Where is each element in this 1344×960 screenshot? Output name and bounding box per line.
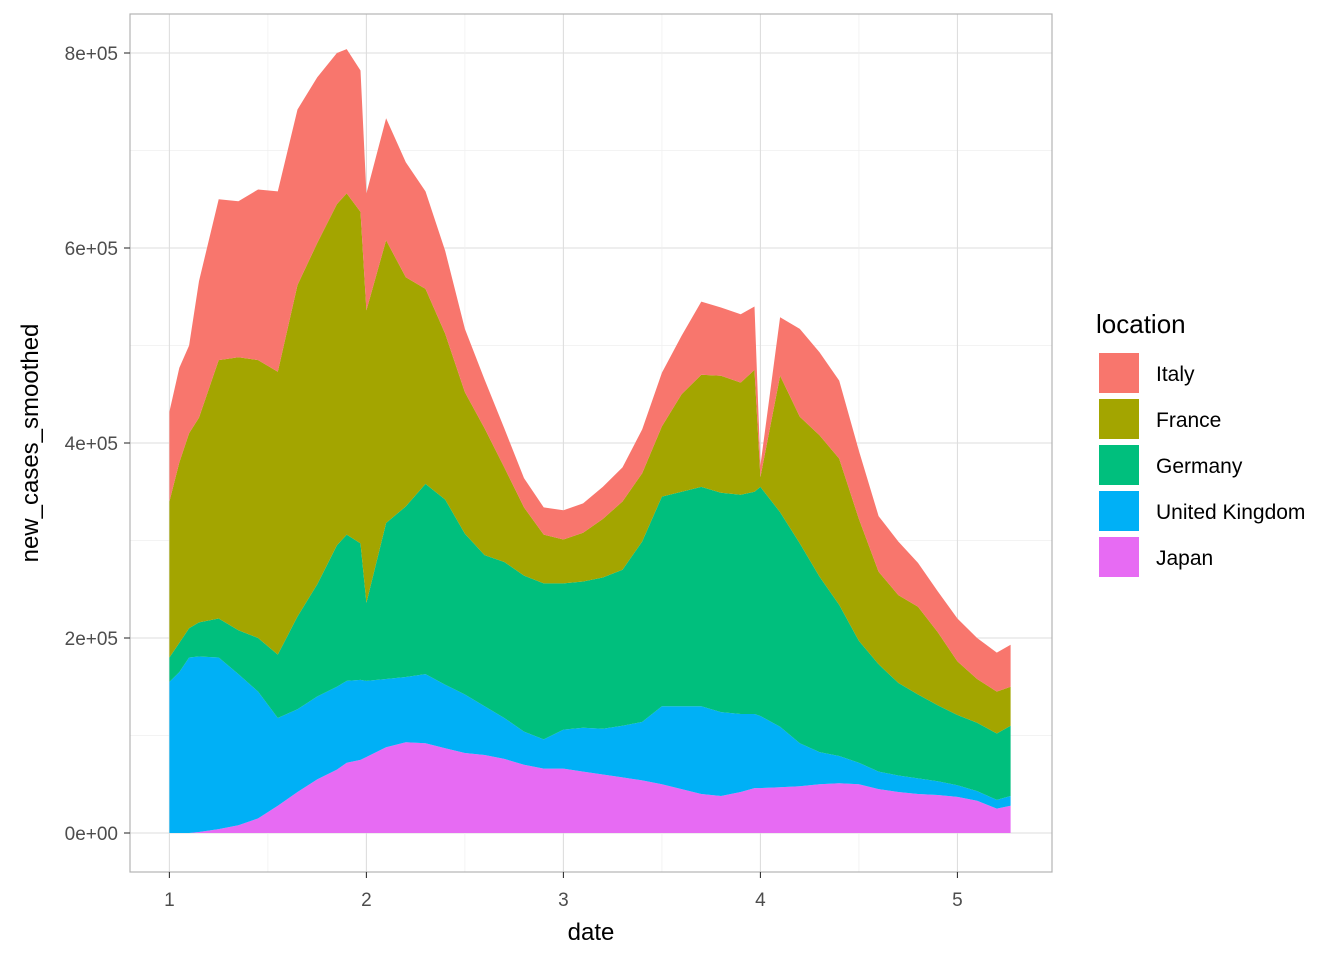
- x-tick-label: 3: [558, 890, 569, 911]
- y-tick-label: 2e+05: [65, 629, 118, 650]
- legend-swatch-france: [1099, 399, 1139, 439]
- y-tick-label: 0e+00: [65, 824, 118, 845]
- legend-label: France: [1156, 409, 1221, 432]
- y-axis-title: new_cases_smoothed: [17, 324, 44, 563]
- x-axis-title: date: [568, 919, 615, 946]
- x-axis: 1 2 3 4 5: [164, 872, 963, 911]
- legend-swatch-japan: [1099, 537, 1139, 577]
- x-tick-label: 5: [952, 890, 963, 911]
- y-tick-label: 4e+05: [65, 434, 118, 455]
- legend-swatch-italy: [1099, 353, 1139, 393]
- y-tick-label: 6e+05: [65, 239, 118, 260]
- legend: location Italy France Germany United Kingdo…: [1096, 309, 1305, 577]
- area-germany: [169, 483, 1011, 800]
- legend-label: Japan: [1156, 547, 1213, 570]
- x-tick-label: 4: [755, 890, 766, 911]
- area-series: [169, 49, 1011, 833]
- x-tick-label: 1: [164, 890, 175, 911]
- area-italy: [169, 49, 1011, 692]
- area-france: [169, 193, 1011, 734]
- y-axis: 0e+00 2e+05 4e+05 6e+05 8e+05: [65, 44, 130, 845]
- legend-swatch-germany: [1099, 445, 1139, 485]
- legend-label: Germany: [1156, 455, 1243, 478]
- legend-label: Italy: [1156, 363, 1195, 386]
- area-united-kingdom: [169, 656, 1011, 833]
- x-tick-label: 2: [361, 890, 372, 911]
- legend-title: location: [1096, 309, 1186, 339]
- area-japan: [169, 742, 1011, 833]
- legend-label: United Kingdom: [1156, 501, 1305, 524]
- legend-swatch-united-kingdom: [1099, 491, 1139, 531]
- y-tick-label: 8e+05: [65, 44, 118, 65]
